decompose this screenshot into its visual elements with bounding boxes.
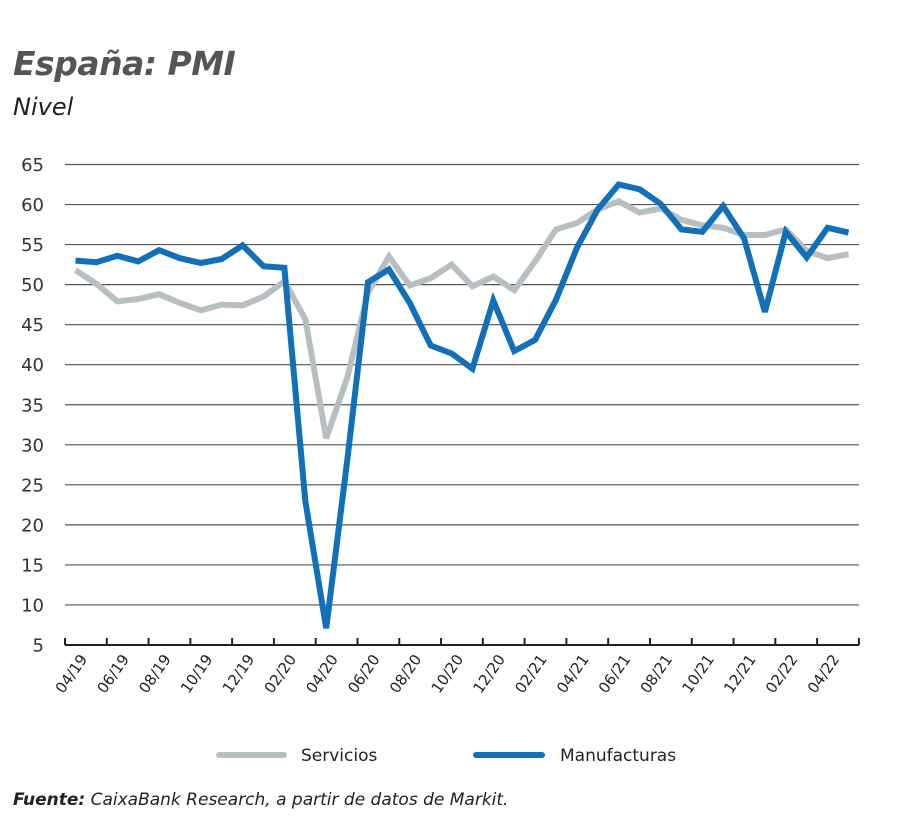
y-tick-label: 10 <box>21 595 44 616</box>
series-line-manufacturas <box>75 181 850 629</box>
y-tick-label: 25 <box>21 475 44 496</box>
y-tick-label: 40 <box>21 355 44 376</box>
source-text: CaixaBank Research, a partir de datos de… <box>85 790 509 810</box>
x-tick-label: 10/20 <box>428 651 468 697</box>
series-lines <box>73 181 850 629</box>
legend-label-servicios: Servicios <box>301 746 377 766</box>
legend: Servicios Manufacturas <box>216 746 676 766</box>
x-tick-label: 06/21 <box>595 651 635 697</box>
x-tick-label: 02/21 <box>511 651 551 697</box>
y-tick-label: 50 <box>21 275 44 296</box>
x-tick-label: 08/19 <box>135 651 175 697</box>
y-tick-label: 5 <box>33 636 44 657</box>
x-tick-label: 08/21 <box>637 651 677 697</box>
x-tick-label: 12/20 <box>469 651 509 697</box>
source-label: Fuente: <box>13 790 86 810</box>
gridlines <box>65 163 859 606</box>
y-tick-label: 65 <box>21 155 44 176</box>
x-tick-label: 12/21 <box>720 651 760 697</box>
source-note: Fuente: CaixaBank Research, a partir de … <box>13 790 508 810</box>
y-tick-label: 60 <box>21 195 44 216</box>
x-tick-label: 10/21 <box>678 651 718 697</box>
legend-label-manufacturas: Manufacturas <box>560 746 676 766</box>
x-tick-label: 04/21 <box>553 651 593 697</box>
x-tick-label: 04/22 <box>804 651 844 697</box>
chart-title: España: PMI <box>13 44 236 83</box>
series-line-servicios <box>73 198 850 440</box>
x-tick-label: 04/20 <box>302 651 342 697</box>
x-tick-label: 02/22 <box>762 651 802 697</box>
y-tick-label: 35 <box>21 395 44 416</box>
x-tick-label: 12/19 <box>219 651 259 697</box>
x-axis: 04/19 06/19 08/19 10/19 12/19 02/20 04/20 06/20… <box>52 638 860 697</box>
x-tick-label: 10/19 <box>177 651 217 697</box>
x-tick-label: 04/19 <box>52 651 92 697</box>
y-tick-label: 30 <box>21 435 44 456</box>
x-tick-label: 08/20 <box>386 651 426 697</box>
x-tick-label: 06/19 <box>93 651 133 697</box>
y-tick-label: 15 <box>21 555 44 576</box>
y-tick-label: 55 <box>21 235 44 256</box>
x-tick-label: 02/20 <box>261 651 301 697</box>
y-axis-ticks: 65 60 55 50 45 40 35 30 25 20 15 10 5 <box>21 155 44 657</box>
x-tick-label: 06/20 <box>344 651 384 697</box>
chart-subtitle: Nivel <box>13 93 74 121</box>
y-tick-label: 20 <box>21 515 44 536</box>
y-tick-label: 45 <box>21 315 44 336</box>
